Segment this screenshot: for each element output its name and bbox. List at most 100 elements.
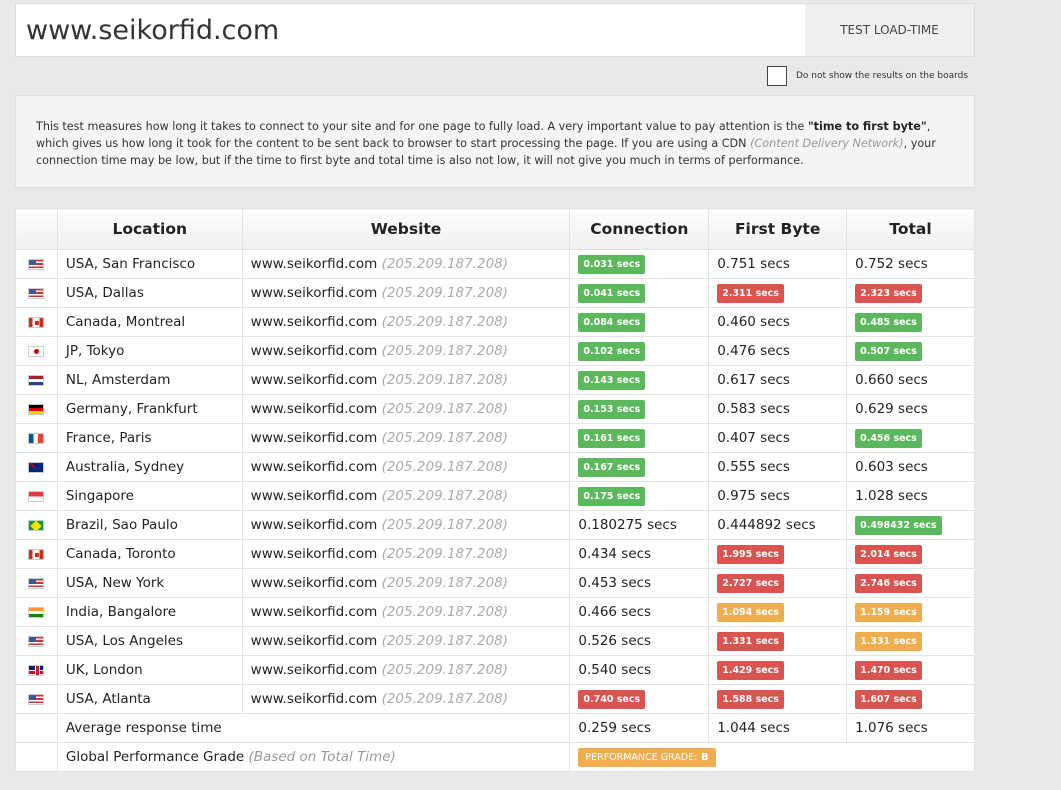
grade-badge-label: PERFORMANCE GRADE:	[585, 751, 698, 763]
connection-value: 0.466 secs	[578, 604, 652, 620]
location-name: France, Paris	[65, 430, 152, 446]
website-ip: (205.209.187.208)	[381, 662, 509, 678]
total-cell: 2.014 secs	[846, 539, 975, 569]
website-ip: (205.209.187.208)	[381, 372, 509, 388]
first-byte-value: 0.751 secs	[717, 256, 790, 272]
total-cell: 1.028 secs	[846, 481, 975, 511]
header-location: Location	[56, 208, 243, 250]
first-byte-value: 0.617 secs	[717, 372, 790, 388]
japan-flag-icon	[28, 345, 45, 357]
results-table: Location Website Connection First Byte T…	[15, 208, 975, 772]
total-badge: 0.456 secs	[855, 428, 922, 448]
average-total: 1.076 secs	[846, 713, 975, 743]
total-badge: 1.159 secs	[855, 602, 922, 622]
location-name: Australia, Sydney	[65, 459, 185, 475]
flag-cell	[15, 423, 58, 453]
info-description: This test measures how long it takes to …	[15, 95, 975, 188]
flag-cell	[15, 394, 58, 424]
usa-flag-icon	[28, 635, 45, 647]
connection-cell: 0.740 secs	[569, 684, 710, 714]
table-row: Germany, Frankfurt www.seikorfid.com (205…	[15, 394, 975, 424]
total-badge: 1.607 secs	[855, 689, 922, 709]
first-byte-badge: 1.094 secs	[717, 602, 784, 622]
flag-cell	[15, 568, 58, 598]
location-name: UK, London	[65, 662, 143, 678]
location-name: Germany, Frankfurt	[65, 401, 198, 417]
website-ip: (205.209.187.208)	[381, 546, 509, 562]
connection-value: 0.434 secs	[578, 546, 652, 562]
website-cell: www.seikorfid.com (205.209.187.208)	[241, 336, 571, 366]
website-ip: (205.209.187.208)	[381, 633, 509, 649]
connection-cell: 0.175 secs	[569, 481, 710, 511]
website-cell: www.seikorfid.com (205.209.187.208)	[241, 481, 571, 511]
first-byte-cell: 0.975 secs	[708, 481, 848, 511]
total-cell: 2.323 secs	[846, 278, 975, 308]
info-cdn-note: (Content Delivery Network)	[750, 137, 904, 150]
connection-cell: 0.434 secs	[569, 539, 710, 569]
website-domain: www.seikorfid.com	[250, 691, 378, 707]
flag-cell	[15, 365, 58, 395]
grade-note: (Based on Total Time)	[248, 749, 396, 765]
connection-badge: 0.102 secs	[578, 341, 646, 361]
website-domain: www.seikorfid.com	[250, 517, 378, 533]
table-row: Brazil, Sao Paulo www.seikorfid.com (205.…	[15, 510, 975, 540]
first-byte-badge: 1.588 secs	[717, 689, 784, 709]
location-cell: Germany, Frankfurt	[56, 394, 243, 424]
first-byte-value: 0.407 secs	[717, 430, 790, 446]
table-header-row: Location Website Connection First Byte T…	[15, 208, 975, 250]
netherlands-flag-icon	[28, 374, 45, 386]
website-cell: www.seikorfid.com (205.209.187.208)	[241, 510, 571, 540]
location-name: USA, Dallas	[65, 285, 144, 301]
average-row: Average response time 0.259 secs 1.044 s…	[15, 713, 975, 743]
url-test-bar: TEST LOAD-TIME	[15, 3, 975, 57]
location-name: India, Bangalore	[65, 604, 177, 620]
average-label: Average response time	[56, 713, 571, 743]
total-badge: 2.323 secs	[855, 283, 922, 303]
first-byte-badge: 1.995 secs	[717, 544, 784, 564]
connection-cell: 0.041 secs	[569, 278, 710, 308]
location-name: USA, New York	[65, 575, 165, 591]
first-byte-value: 0.460 secs	[717, 314, 790, 330]
website-cell: www.seikorfid.com (205.209.187.208)	[241, 539, 571, 569]
website-domain: www.seikorfid.com	[250, 546, 378, 562]
location-cell: Brazil, Sao Paulo	[56, 510, 243, 540]
grade-value: B	[701, 751, 709, 763]
connection-cell: 0.153 secs	[569, 394, 710, 424]
first-byte-cell: 1.588 secs	[708, 684, 848, 714]
info-text-1: This test measures how long it takes to …	[36, 120, 808, 133]
first-byte-cell: 1.094 secs	[708, 597, 848, 627]
first-byte-cell: 0.460 secs	[708, 307, 848, 337]
location-cell: Australia, Sydney	[56, 452, 243, 482]
no-show-checkbox[interactable]	[767, 66, 787, 86]
table-row: Australia, Sydney www.seikorfid.com (205.…	[15, 452, 975, 482]
india-flag-icon	[28, 606, 45, 618]
connection-badge: 0.161 secs	[578, 428, 646, 448]
germany-flag-icon	[28, 403, 45, 415]
website-domain: www.seikorfid.com	[250, 314, 378, 330]
total-cell: 0.498432 secs	[846, 510, 975, 540]
url-input[interactable]	[16, 4, 806, 56]
usa-flag-icon	[28, 287, 45, 299]
table-row: USA, Dallas www.seikorfid.com (205.209.18…	[15, 278, 975, 308]
total-cell: 1.331 secs	[846, 626, 975, 656]
total-cell: 0.456 secs	[846, 423, 975, 453]
location-cell: JP, Tokyo	[56, 336, 243, 366]
header-flag	[15, 208, 58, 250]
website-ip: (205.209.187.208)	[381, 691, 509, 707]
website-domain: www.seikorfid.com	[250, 633, 378, 649]
uk-flag-icon	[28, 664, 45, 676]
website-cell: www.seikorfid.com (205.209.187.208)	[241, 365, 571, 395]
connection-cell: 0.031 secs	[569, 249, 710, 279]
connection-value: 0.453 secs	[578, 575, 652, 591]
header-first-byte: First Byte	[708, 208, 848, 250]
location-cell: UK, London	[56, 655, 243, 685]
test-load-time-button[interactable]: TEST LOAD-TIME	[805, 4, 974, 56]
location-cell: Singapore	[56, 481, 243, 511]
flag-cell	[15, 278, 58, 308]
website-domain: www.seikorfid.com	[250, 604, 378, 620]
total-cell: 1.607 secs	[846, 684, 975, 714]
location-name: NL, Amsterdam	[65, 372, 171, 388]
total-cell: 2.746 secs	[846, 568, 975, 598]
total-cell: 0.752 secs	[846, 249, 975, 279]
location-name: JP, Tokyo	[65, 343, 125, 359]
